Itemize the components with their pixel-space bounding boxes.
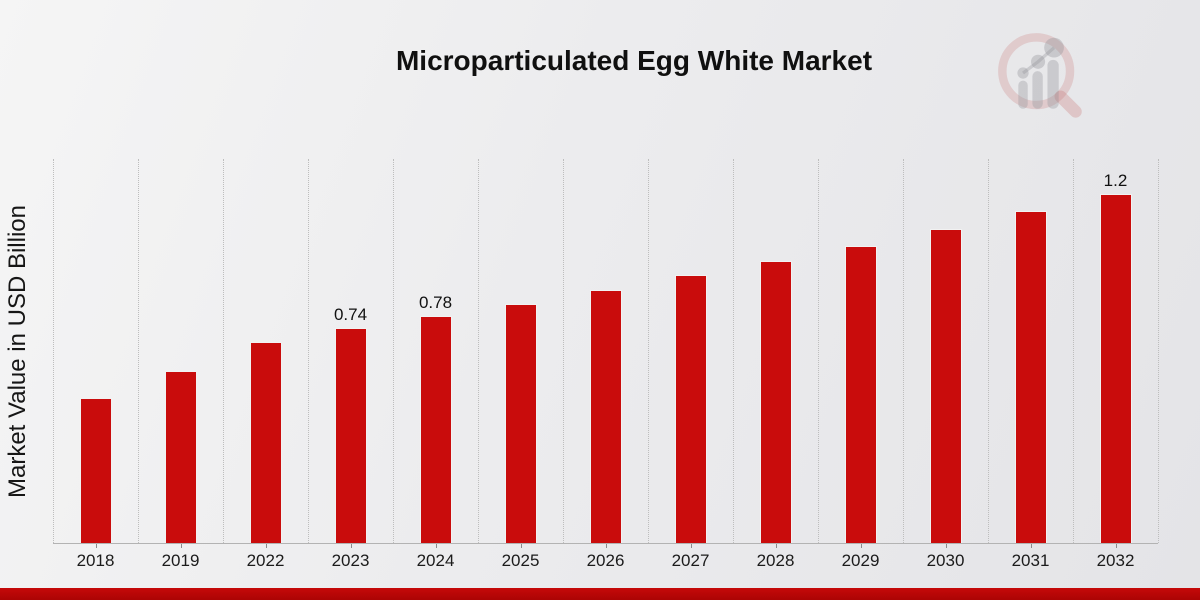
bar-2023 [334, 328, 367, 543]
bar-2027 [674, 275, 707, 543]
bar-2024 [419, 316, 452, 543]
x-axis-tick [350, 544, 352, 548]
data-label-2024: 0.78 [418, 293, 453, 312]
bottom-accent-strip [0, 588, 1200, 600]
vertical-gridline [223, 159, 224, 543]
x-tick-label-2018: 2018 [76, 551, 115, 570]
x-axis-line [53, 543, 1158, 544]
x-axis-tick [690, 544, 692, 548]
logo-trend-dots-icon [1017, 37, 1064, 79]
magnifier-bar-chart-logo [998, 33, 1082, 118]
x-tick-label-2023: 2023 [331, 551, 370, 570]
bar-2026 [589, 290, 622, 543]
x-axis-tick [435, 544, 437, 548]
x-axis-tick [860, 544, 862, 548]
y-axis-title: Market Value in USD Billion [4, 204, 31, 498]
bar-2018 [79, 398, 112, 543]
vertical-gridline [563, 159, 564, 543]
bar-2029 [844, 246, 877, 543]
x-axis-tick [520, 544, 522, 548]
x-tick-label-2022: 2022 [246, 551, 285, 570]
bar-2032 [1099, 194, 1132, 543]
x-axis-tick [945, 544, 947, 548]
x-axis-tick [1115, 544, 1117, 548]
x-tick-label-2029: 2029 [841, 551, 880, 570]
x-tick-label-2026: 2026 [586, 551, 625, 570]
x-axis-tick [605, 544, 607, 548]
plot-area: 2018 2019 2022 2023 0.74 2024 0.78 2025 2026 2027… [53, 159, 1159, 570]
vertical-gridline [308, 159, 309, 543]
x-tick-label-2028: 2028 [756, 551, 795, 570]
x-tick-label-2032: 2032 [1096, 551, 1135, 570]
x-axis-tick [180, 544, 182, 548]
magnifier-ring-icon [998, 33, 1075, 110]
vertical-gridline [1158, 159, 1159, 543]
vertical-gridline [138, 159, 139, 543]
x-tick-label-2030: 2030 [926, 551, 965, 570]
magnifier-handle-icon [1054, 90, 1082, 118]
x-tick-label-2024: 2024 [416, 551, 455, 570]
x-tick-label-2019: 2019 [161, 551, 200, 570]
vertical-gridline [818, 159, 819, 543]
x-axis-tick [775, 544, 777, 548]
x-axis-tick [95, 544, 97, 548]
bar-2022 [249, 342, 282, 543]
x-tick-label-2025: 2025 [501, 551, 540, 570]
bar-2025 [504, 304, 537, 543]
bar-2031 [1014, 211, 1047, 543]
vertical-gridline [733, 159, 734, 543]
x-axis-tick [1030, 544, 1032, 548]
logo-bars-icon [1018, 59, 1059, 109]
bar-2028 [759, 261, 792, 543]
data-label-2023: 0.74 [333, 305, 368, 324]
vertical-gridline [903, 159, 904, 543]
x-tick-label-2031: 2031 [1011, 551, 1050, 570]
chart-title: Microparticulated Egg White Market [395, 45, 873, 76]
vertical-gridline [648, 159, 649, 543]
vertical-gridline [478, 159, 479, 543]
bar-2030 [929, 229, 962, 543]
vertical-gridline [393, 159, 394, 543]
vertical-gridline [53, 159, 54, 543]
x-tick-label-2027: 2027 [671, 551, 710, 570]
vertical-gridline [1073, 159, 1074, 543]
x-axis-tick [265, 544, 267, 548]
data-label-2032: 1.2 [1103, 171, 1128, 190]
bar-2019 [164, 371, 197, 543]
vertical-gridline [988, 159, 989, 543]
